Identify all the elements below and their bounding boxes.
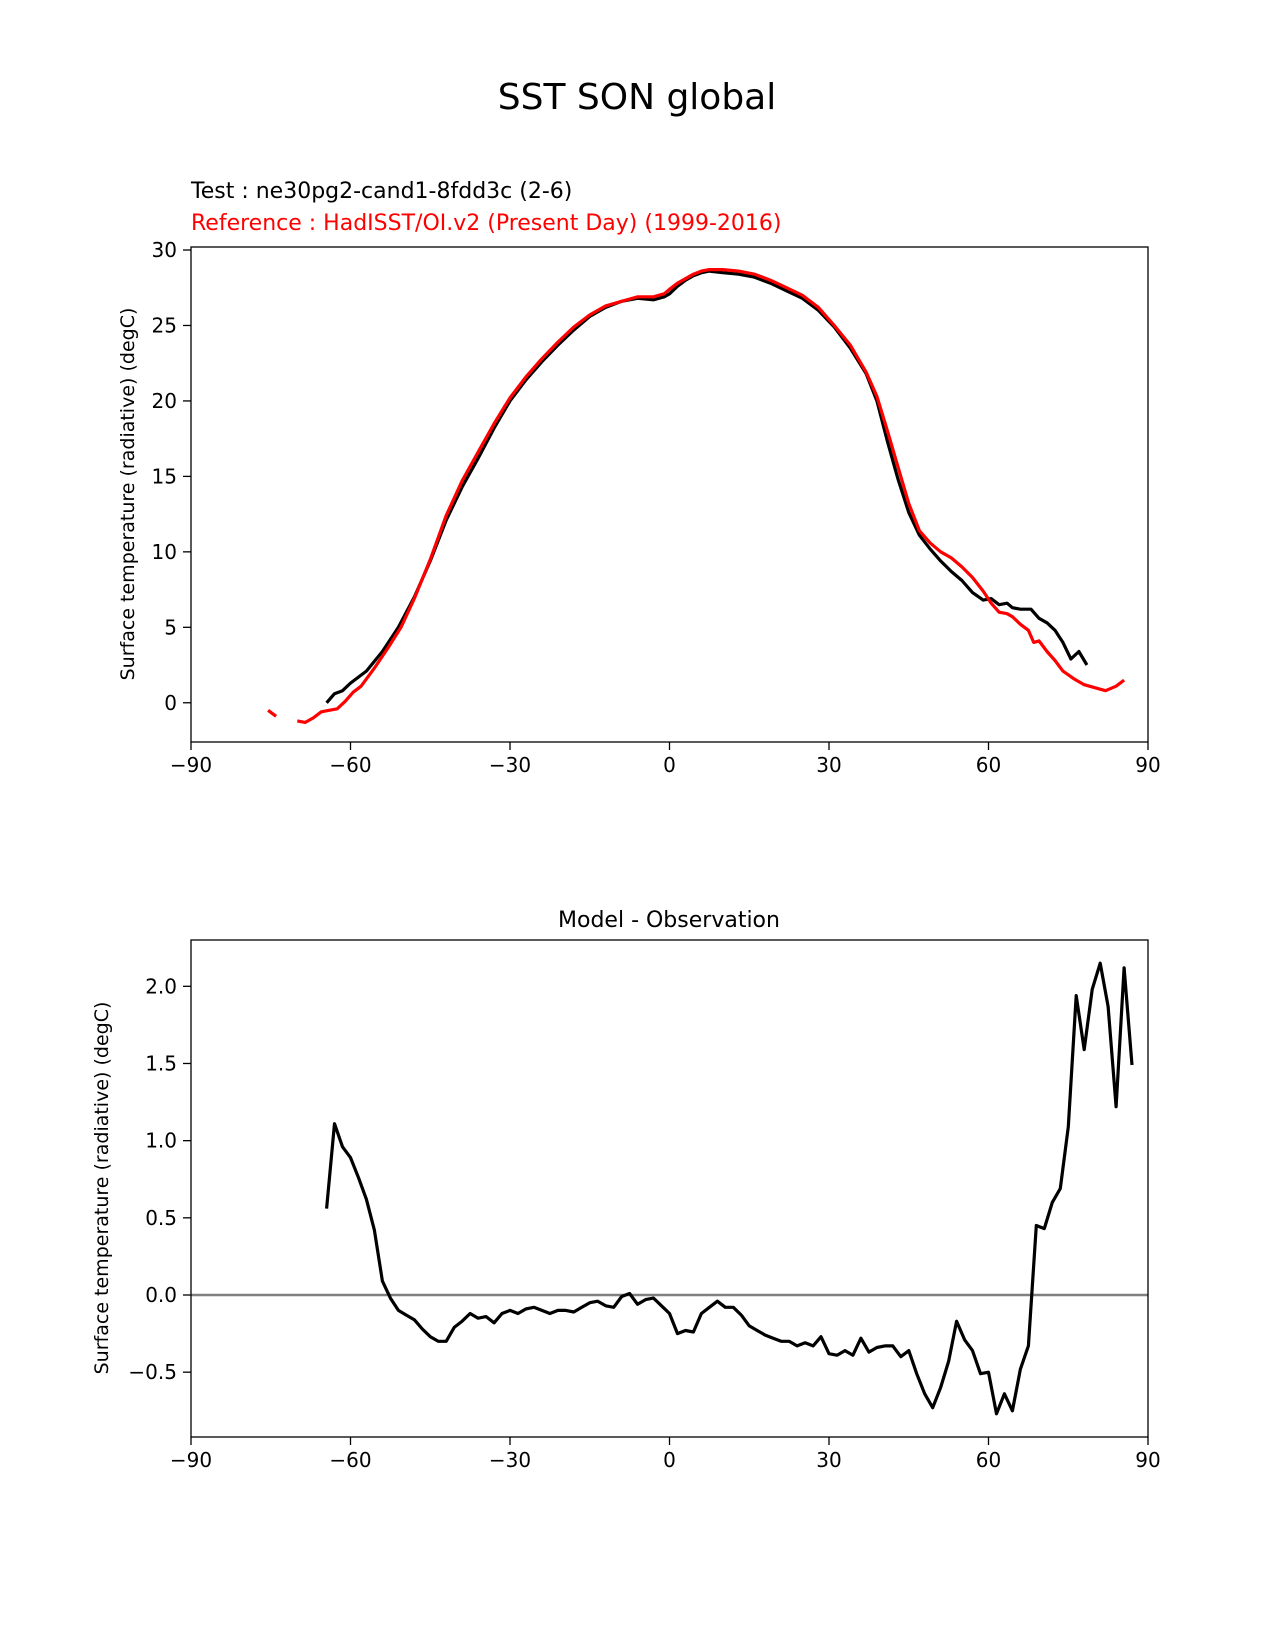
top-panel-y-tick-label: 25 (152, 313, 177, 337)
bottom-panel-x-tick-label: 90 (1135, 1448, 1160, 1472)
top-panel: Test : ne30pg2-cand1-8fdd3c (2-6) Refere… (117, 179, 1161, 777)
top-panel-x-tick-label: 30 (816, 753, 841, 777)
top-panel-y-tick-label: 15 (152, 464, 177, 488)
bottom-panel-series-layer (325, 961, 1134, 1416)
bottom-panel-x-tick-label: 60 (976, 1448, 1001, 1472)
top-panel-y-ticks: 0 5 10 15 20 25 30 (152, 238, 191, 715)
top-panel-x-tick-label: 0 (663, 753, 676, 777)
bottom-panel-x-tick-label: −90 (170, 1448, 212, 1472)
top-panel-y-axis-label: Surface temperature (radiative) (degC) (117, 308, 139, 681)
bottom-panel-y-tick-label: 1.0 (145, 1129, 177, 1153)
bottom-panel-y-tick-label: 0.0 (145, 1283, 177, 1307)
bottom-panel-series-difference-line (325, 961, 1134, 1416)
top-panel-series-test-line (325, 269, 1089, 704)
top-panel-series-reference-line (267, 709, 278, 718)
top-panel-series-reference-line (297, 268, 1126, 724)
top-panel-x-tick-label: −30 (489, 753, 531, 777)
top-panel-x-tick-label: 90 (1135, 753, 1160, 777)
top-panel-reference-title: Reference : HadISST/OI.v2 (Present Day) … (191, 211, 781, 236)
bottom-panel-y-axis-label: Surface temperature (radiative) (degC) (91, 1002, 113, 1375)
top-panel-x-tick-label: −90 (170, 753, 212, 777)
bottom-panel-y-tick-label: 0.5 (145, 1206, 177, 1230)
bottom-panel-x-tick-label: −60 (329, 1448, 371, 1472)
top-panel-y-tick-label: 30 (152, 238, 177, 262)
bottom-panel-x-tick-label: 0 (663, 1448, 676, 1472)
top-panel-test-title: Test : ne30pg2-cand1-8fdd3c (2-6) (190, 179, 572, 204)
bottom-panel-x-ticks: −90 −60 −30 0 30 60 90 (170, 1437, 1161, 1472)
top-panel-x-tick-label: −60 (329, 753, 371, 777)
bottom-panel-title: Model - Observation (558, 908, 780, 933)
top-panel-y-tick-label: 10 (152, 540, 177, 564)
top-panel-y-tick-label: 0 (164, 691, 177, 715)
top-panel-y-tick-label: 20 (152, 389, 177, 413)
top-panel-series-layer (267, 268, 1126, 724)
bottom-panel: Model - Observation −90 −60 −30 0 30 60 90 −0.… (91, 908, 1161, 1472)
figure-title: SST SON global (498, 77, 777, 118)
bottom-panel-y-tick-label: 2.0 (145, 974, 177, 998)
bottom-panel-x-tick-label: 30 (816, 1448, 841, 1472)
top-panel-x-tick-label: 60 (976, 753, 1001, 777)
bottom-panel-x-tick-label: −30 (489, 1448, 531, 1472)
bottom-panel-y-ticks: −0.5 0.0 0.5 1.0 1.5 2.0 (128, 974, 191, 1384)
top-panel-x-ticks: −90 −60 −30 0 30 60 90 (170, 742, 1161, 777)
bottom-panel-y-tick-label: 1.5 (145, 1051, 177, 1075)
top-panel-y-tick-label: 5 (164, 615, 177, 639)
bottom-panel-y-tick-label: −0.5 (128, 1360, 177, 1384)
